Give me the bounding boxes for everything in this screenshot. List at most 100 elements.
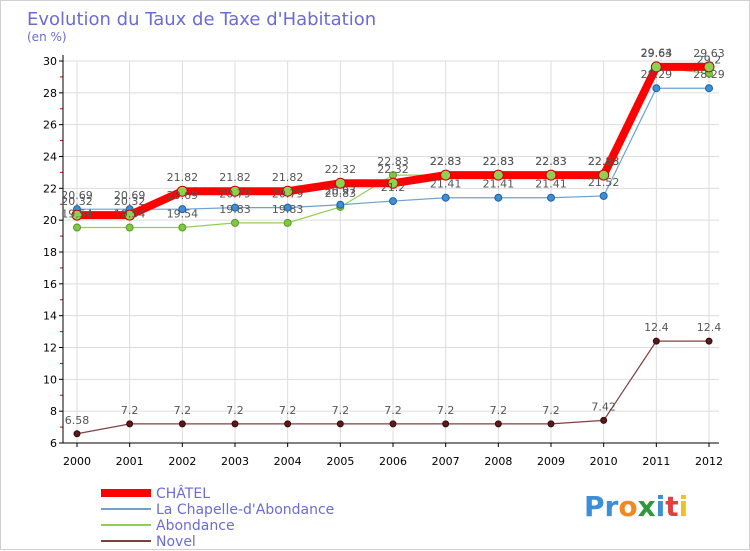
data-label: 21.41 — [483, 178, 515, 191]
data-label: 28.29 — [693, 68, 725, 81]
data-label: 22.83 — [430, 155, 462, 168]
data-label: 22.83 — [588, 155, 620, 168]
data-label: 21.52 — [588, 176, 620, 189]
data-point — [73, 223, 81, 232]
data-point — [126, 420, 134, 428]
x-tick-label: 2001 — [116, 455, 144, 468]
data-point — [231, 420, 239, 428]
legend-entry: CHÂTEL — [156, 484, 210, 502]
data-label: 20.97 — [325, 185, 357, 198]
chart-title: Evolution du Taux de Taxe d'Habitation — [27, 9, 376, 30]
y-tick-label: 12 — [43, 342, 57, 355]
data-point — [71, 209, 83, 221]
data-point — [231, 203, 239, 212]
data-label: 28.29 — [641, 68, 673, 81]
data-label: 19.54 — [114, 207, 146, 220]
grid — [63, 60, 719, 444]
data-point — [652, 337, 660, 345]
data-label: 21.2 — [381, 181, 406, 194]
y-tick-label: 18 — [43, 246, 57, 259]
data-label: 20.83 — [325, 187, 357, 200]
data-label: 7.2 — [174, 404, 192, 417]
x-tick-label: 2011 — [642, 455, 670, 468]
y-tick-label: 14 — [43, 310, 57, 323]
data-label: 7.2 — [490, 404, 508, 417]
data-label: 20.69 — [114, 189, 146, 202]
data-point — [387, 177, 399, 189]
x-tick-label: 2003 — [221, 455, 249, 468]
data-label: 7.42 — [591, 400, 616, 413]
data-point — [547, 420, 555, 428]
data-label: 22.83 — [535, 155, 567, 168]
data-label: 21.82 — [272, 171, 304, 184]
data-label: 22.32 — [377, 163, 409, 176]
data-point — [178, 223, 187, 232]
data-label: 29.2 — [697, 54, 722, 67]
data-point — [336, 420, 344, 428]
data-label: 29.63 — [641, 47, 673, 60]
y-tick-label: 8 — [50, 405, 57, 418]
data-label: 19.83 — [219, 203, 251, 216]
data-label: 21.41 — [535, 178, 567, 191]
data-point — [442, 420, 450, 428]
data-label: 7.2 — [384, 404, 402, 417]
data-point — [441, 193, 450, 202]
data-point — [652, 84, 661, 93]
y-tick-label: 24 — [43, 151, 57, 164]
data-point — [229, 185, 241, 197]
data-point — [599, 191, 608, 200]
data-label: 7.2 — [121, 404, 139, 417]
data-label: 21.41 — [430, 178, 462, 191]
data-point — [598, 169, 610, 181]
data-label: 7.2 — [279, 404, 297, 417]
data-label: 7.2 — [542, 404, 560, 417]
y-tick-label: 16 — [43, 278, 57, 291]
data-point — [545, 169, 557, 181]
data-label: 21.82 — [167, 171, 199, 184]
x-tick-label: 2009 — [537, 455, 565, 468]
data-label: 22.83 — [483, 155, 515, 168]
data-label: 6.58 — [65, 414, 90, 427]
brand-letter: i — [656, 490, 666, 523]
brand-letter: P — [584, 490, 605, 523]
axes: 6 8 10 12 14 16 18 20 22 24 26 28 30 2000 2001 2002 2003… — [43, 55, 723, 468]
data-point — [705, 84, 713, 93]
data-point — [284, 420, 292, 428]
data-label: 7.2 — [437, 404, 455, 417]
data-label: 20.79 — [272, 188, 304, 201]
data-point — [389, 197, 397, 206]
y-tick-label: 22 — [43, 182, 57, 195]
data-point — [705, 337, 713, 345]
x-tick-label: 2000 — [63, 455, 91, 468]
data-label: 22.83 — [535, 155, 567, 168]
chart-subtitle: (en %) — [27, 30, 67, 44]
y-tick-label: 26 — [43, 119, 57, 132]
data-point — [336, 200, 345, 209]
data-point — [283, 203, 292, 212]
data-label: 20.32 — [114, 195, 146, 208]
data-point — [547, 193, 555, 202]
data-label: 21.82 — [219, 171, 251, 184]
brand-letter: t — [665, 490, 678, 523]
data-point — [283, 218, 292, 227]
data-point — [600, 416, 608, 424]
brand-letter: r — [605, 490, 619, 523]
data-label: 12.4 — [644, 321, 669, 334]
data-label: 22.83 — [377, 155, 409, 168]
data-point — [650, 61, 662, 73]
data-label: 20.69 — [167, 189, 199, 202]
data-label: 19.54 — [167, 207, 199, 220]
brand-letter: i — [679, 490, 689, 523]
data-point — [492, 169, 504, 181]
data-point — [494, 420, 502, 428]
y-tick-label: 6 — [50, 437, 57, 450]
legend-entry: Abondance — [156, 518, 235, 534]
data-label: 22.83 — [588, 155, 620, 168]
series — [71, 61, 715, 438]
data-label: 20.69 — [61, 189, 93, 202]
data-label: 19.83 — [272, 203, 304, 216]
